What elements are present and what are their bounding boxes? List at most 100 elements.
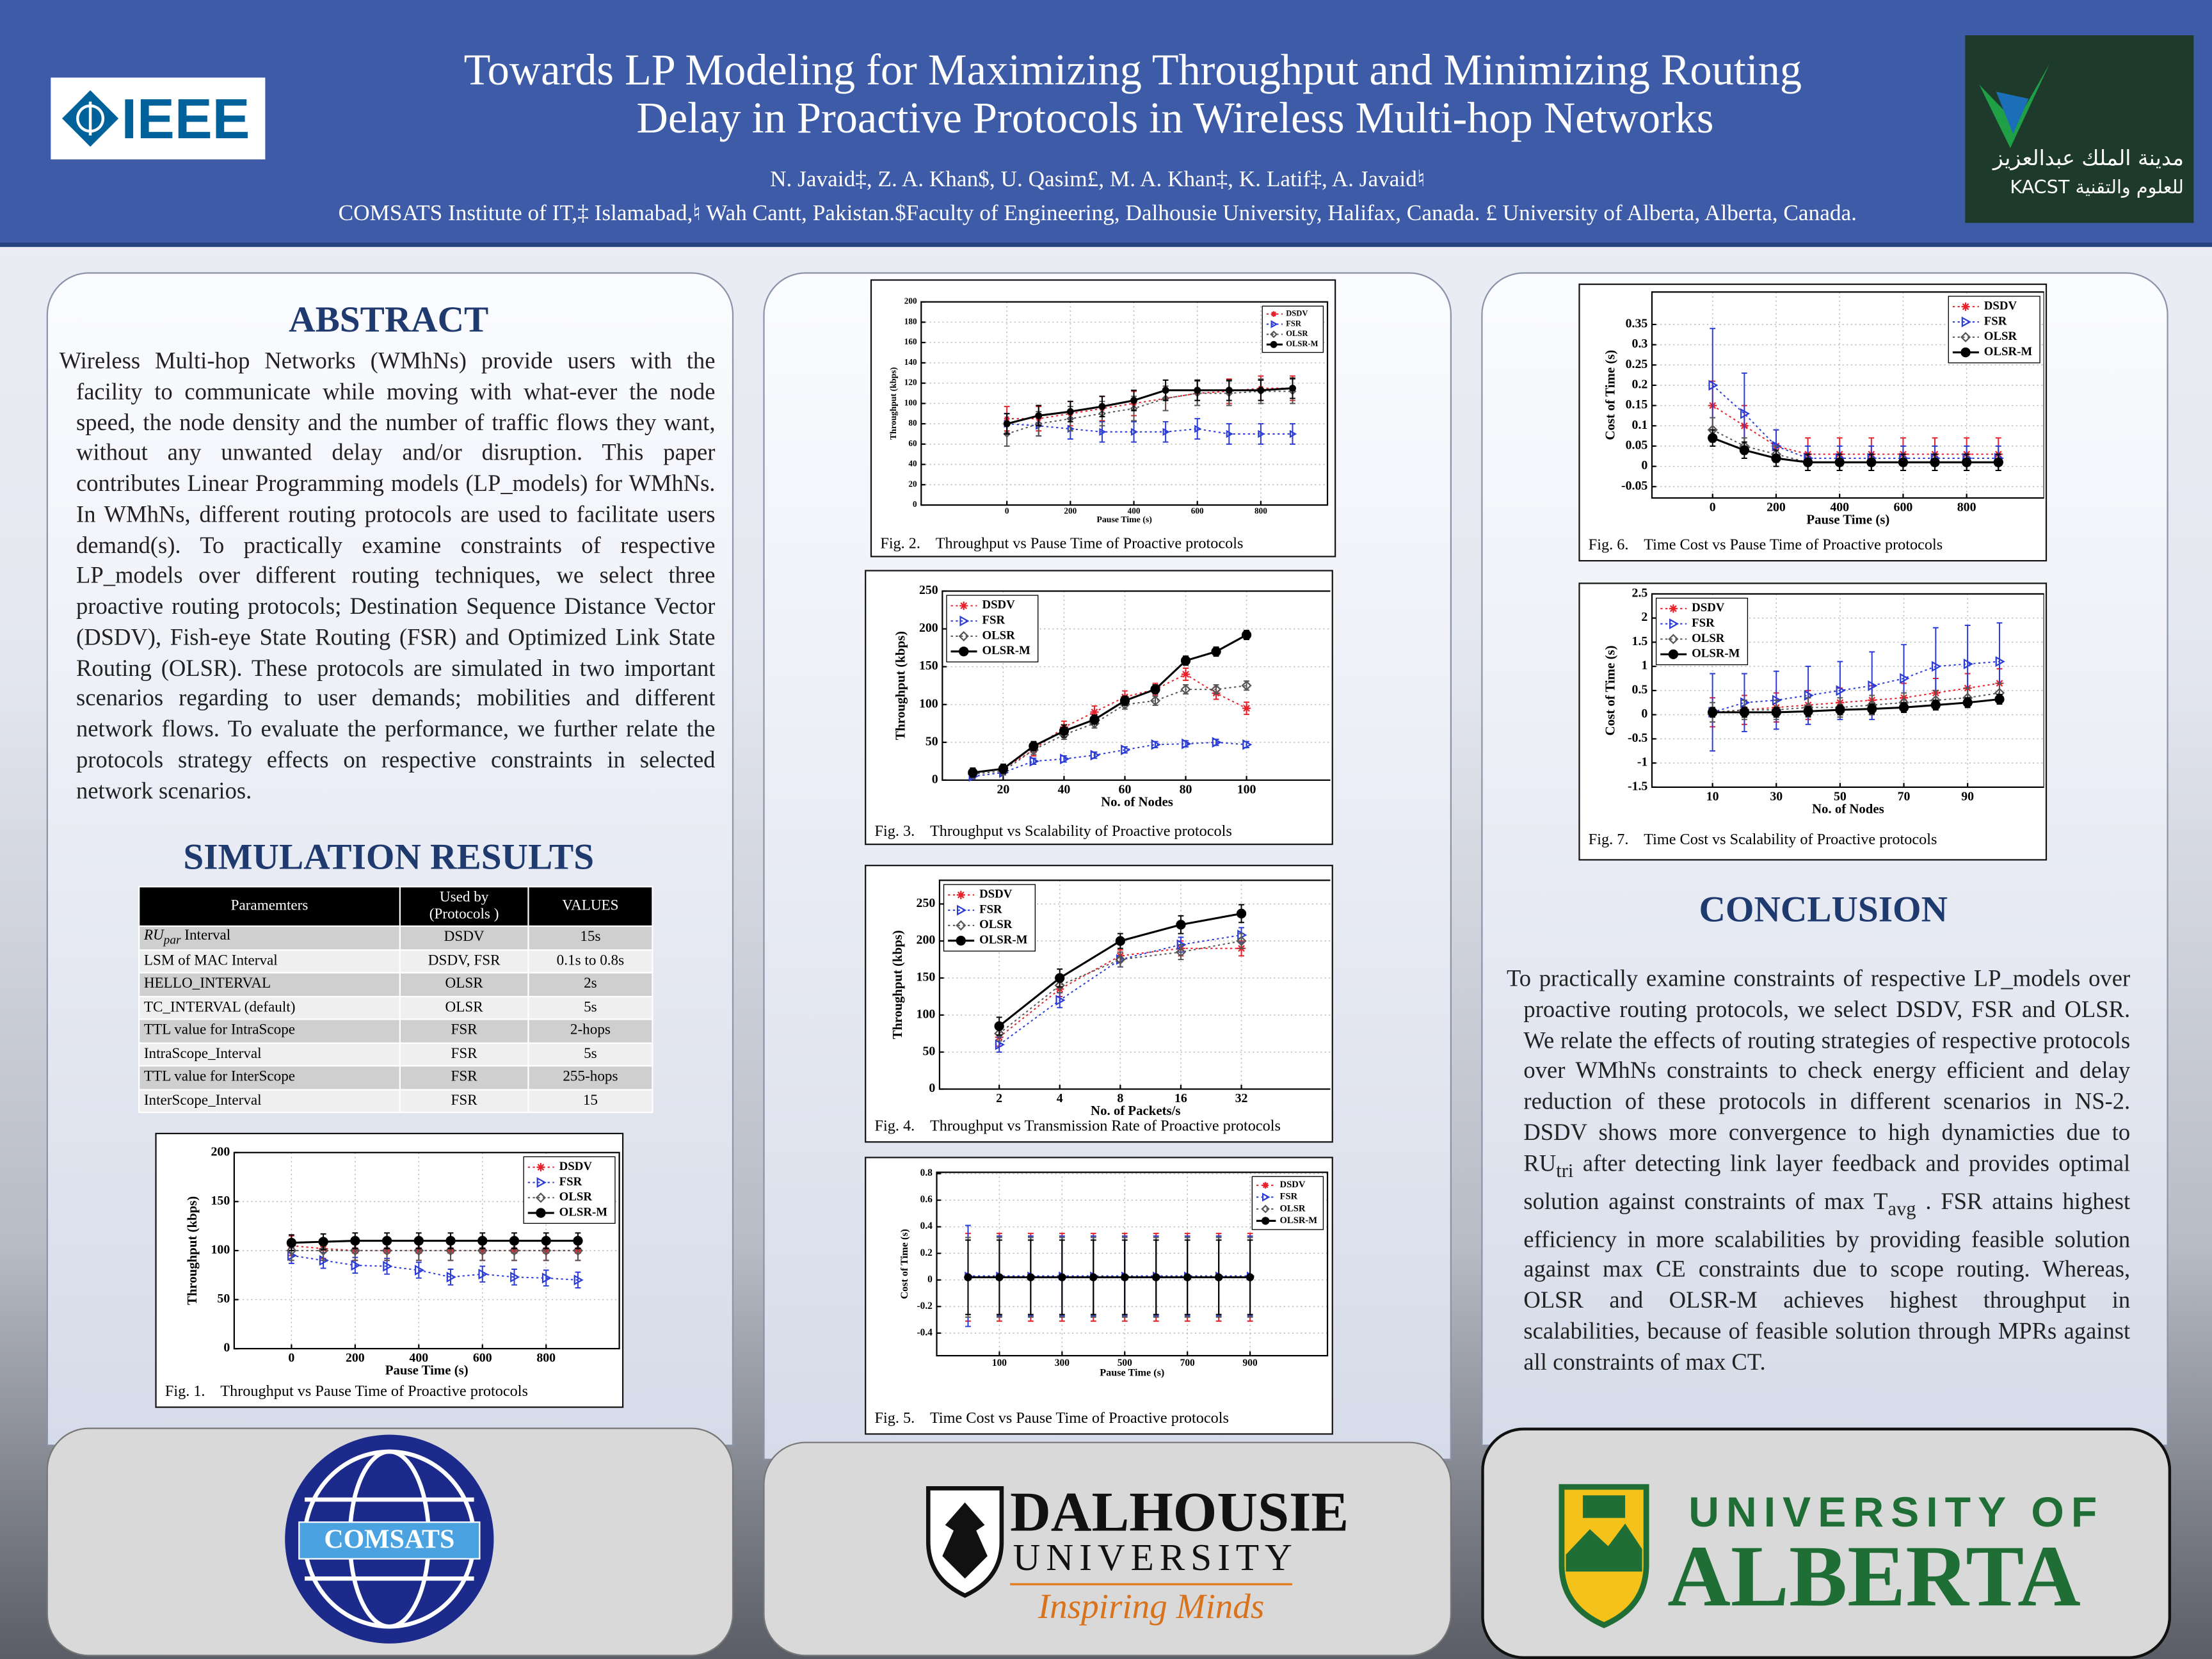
marker	[1119, 696, 1130, 706]
marker	[1771, 453, 1781, 463]
y-tick-label: -1	[1637, 755, 1648, 769]
marker	[1262, 1192, 1270, 1202]
marker	[1257, 387, 1265, 394]
table-cell: OLSR	[399, 972, 529, 997]
marker	[1059, 726, 1070, 736]
legend-label: FSR	[1286, 319, 1302, 328]
marker	[1261, 1217, 1270, 1225]
legend-label: OLSR	[979, 918, 1013, 931]
motto: Inspiring Minds	[1038, 1587, 1265, 1626]
marker	[573, 1274, 584, 1286]
legend-label: DSDV	[982, 598, 1015, 612]
marker	[1740, 408, 1751, 419]
y-tick-label: 0.1	[1632, 418, 1648, 432]
marker	[1270, 320, 1278, 328]
subscript: tri	[1556, 1159, 1574, 1181]
x-tick-label: 700	[1180, 1358, 1195, 1368]
chart: -1.5 -1 -0.5 0 0.5 1 1.5 2 2.5 10 30 50 70 90 No. of N…	[1589, 586, 2044, 848]
y-tick-label: 0	[929, 1081, 935, 1095]
y-tick-label: 0.2	[1632, 377, 1648, 391]
chart: -0.05 0 0.05 0.1 0.15 0.2 0.25 0.3 0.35 0 200 400 60…	[1589, 291, 2044, 554]
kacst-arabic: مدينة الملك عبدالعزيز	[1992, 145, 2184, 170]
marker	[510, 1271, 520, 1283]
y-tick-label: 180	[904, 316, 917, 326]
series-line	[1712, 682, 2000, 713]
y-tick-label: 0	[927, 1274, 933, 1285]
figure: 0 20 40 60 80 100 120 140 160 180 200 0 200 400 600 800…	[870, 279, 1336, 557]
marker	[1930, 457, 1940, 467]
legend-label: FSR	[982, 614, 1005, 627]
x-tick-label: 40	[1058, 782, 1071, 796]
marker	[1180, 655, 1191, 666]
y-tick-label: 0.4	[920, 1221, 933, 1231]
y-tick-label: 250	[917, 896, 936, 910]
marker	[350, 1235, 360, 1246]
table-row: TC_INTERVAL (default) OLSR 5s	[138, 995, 653, 1020]
x-tick-label: 50	[1834, 789, 1847, 803]
x-tick-label: 100	[992, 1358, 1007, 1368]
y-tick-label: -0.05	[1621, 479, 1647, 493]
legend-label: FSR	[1984, 314, 2007, 328]
y-tick-label: 2	[1641, 610, 1647, 624]
table-cell: 0.1s to 0.8s	[527, 949, 653, 974]
y-tick-label: 150	[917, 970, 936, 984]
marker	[1194, 387, 1201, 394]
marker	[1090, 707, 1099, 717]
table-cell: 15	[527, 1088, 653, 1113]
y-tick-label: -1.5	[1628, 779, 1647, 793]
x-tick-label: 60	[1119, 782, 1132, 796]
y-axis-label: Throughput (kbps)	[184, 1196, 200, 1305]
kacst-logo: مدينة الملك عبدالعزيز KACST للعلوم والتق…	[1965, 35, 2194, 223]
marker	[1246, 1273, 1254, 1281]
table-cell: IntraScope_Interval	[138, 1041, 401, 1067]
x-tick-label: 30	[1770, 789, 1783, 803]
comsats-box: COMSATS	[46, 1427, 734, 1656]
marker	[1130, 397, 1137, 405]
simulation-heading: SIMULATION RESULTS	[183, 837, 595, 878]
marker	[995, 1273, 1004, 1281]
conclusion-text: To practically examine constraints of re…	[1507, 963, 2130, 1377]
text-run: after detecting link layer feedback and …	[1523, 1149, 2131, 1214]
y-tick-label: 100	[211, 1242, 230, 1256]
y-tick-label: 200	[919, 621, 938, 635]
title-line: Delay in Proactive Protocols in Wireless…	[636, 93, 1714, 143]
marker	[536, 1177, 547, 1188]
abstract-heading: ABSTRACT	[289, 299, 489, 341]
x-tick-label: 90	[1961, 789, 1974, 803]
marker	[1931, 661, 1942, 672]
x-tick-label: 10	[1706, 789, 1719, 803]
y-tick-label: 0.25	[1626, 357, 1648, 371]
table-row: IntraScope_Interval FSR 5s	[138, 1041, 653, 1067]
y-tick-label: 20	[908, 479, 917, 488]
y-axis-label: Cost of Time (s)	[899, 1229, 910, 1299]
marker	[1055, 995, 1066, 1006]
y-tick-label: 0.6	[920, 1194, 933, 1205]
marker	[1262, 1182, 1269, 1189]
x-tick-label: 20	[997, 782, 1009, 796]
alberta-box: UNIVERSITY OF ALBERTA	[1481, 1427, 2172, 1659]
marker	[1181, 669, 1190, 679]
table-cell: FSR	[399, 1065, 529, 1090]
legend-label: FSR	[979, 902, 1002, 916]
marker	[1150, 684, 1160, 694]
marker	[1771, 707, 1781, 717]
legend-label: DSDV	[1286, 309, 1308, 318]
figure-caption: Fig. 3. Throughput vs Scalability of Pro…	[875, 822, 1232, 840]
marker	[1868, 680, 1878, 691]
marker	[1035, 412, 1043, 419]
figure-caption: Fig. 5. Time Cost vs Pause Time of Proac…	[875, 1409, 1229, 1427]
x-tick-label: 800	[1254, 506, 1267, 516]
x-tick-label: 0	[1710, 500, 1716, 514]
x-tick-label: 0	[1005, 506, 1009, 516]
marker	[1898, 457, 1909, 467]
marker	[1669, 604, 1678, 613]
alberta-logo: UNIVERSITY OF ALBERTA	[1559, 1484, 2097, 1628]
series-line	[972, 634, 1247, 774]
title: Towards LP Modeling for Maximizing Throu…	[353, 46, 1913, 143]
marker	[1241, 630, 1252, 640]
marker	[381, 1235, 392, 1246]
y-tick-label: 50	[217, 1292, 230, 1306]
marker	[1058, 1273, 1066, 1281]
header-line: (Protocols )	[429, 906, 499, 922]
marker	[1029, 755, 1039, 767]
